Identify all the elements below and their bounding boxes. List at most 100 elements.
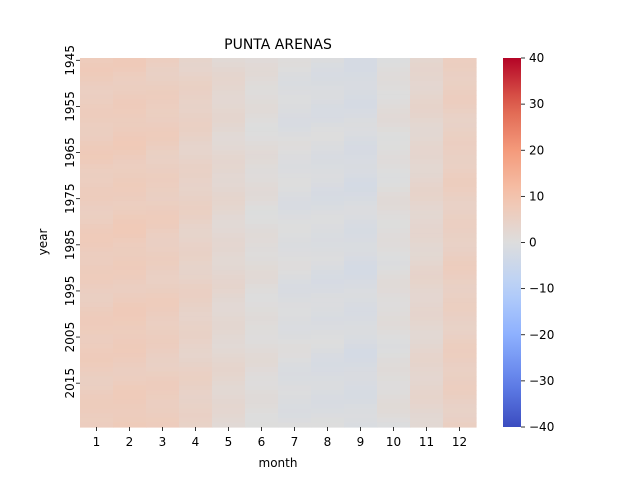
heatmap-cell	[179, 413, 213, 419]
heatmap-cell	[278, 334, 312, 340]
heatmap-cell	[212, 320, 246, 327]
heatmap-cell	[80, 237, 114, 244]
y-tick-label: 1955	[63, 91, 77, 122]
heatmap-cell	[179, 210, 213, 216]
heatmap-cell	[344, 339, 378, 345]
heatmap-cell	[377, 219, 411, 225]
heatmap-cell	[245, 117, 279, 124]
heatmap-cell	[179, 67, 213, 73]
heatmap-cell	[311, 307, 345, 313]
y-tick-label: 1985	[63, 230, 77, 261]
heatmap-cell	[245, 320, 279, 327]
heatmap-cell	[113, 81, 147, 87]
heatmap-cell	[410, 145, 444, 151]
heatmap-cell	[377, 320, 411, 327]
heatmap-cell	[410, 288, 444, 294]
heatmap-cell	[344, 270, 378, 276]
heatmap-cell	[146, 58, 180, 64]
heatmap-cell	[179, 173, 213, 179]
heatmap-cell	[113, 348, 147, 354]
heatmap-cell	[410, 353, 444, 359]
heatmap-cell	[179, 279, 213, 285]
heatmap-cell	[443, 94, 477, 101]
heatmap-cell	[410, 233, 444, 239]
heatmap-cell	[146, 168, 180, 174]
heatmap-cell	[410, 316, 444, 322]
heatmap-cell	[146, 242, 180, 248]
heatmap-cell	[443, 279, 477, 285]
heatmap-cell	[179, 187, 213, 193]
heatmap-cell	[212, 247, 246, 253]
heatmap-cell	[443, 117, 477, 124]
heatmap-cell	[377, 417, 411, 423]
heatmap-cell	[410, 311, 444, 317]
heatmap-cell	[443, 62, 477, 68]
heatmap-cell	[344, 81, 378, 87]
heatmap-cell	[80, 141, 114, 147]
heatmap-cell	[146, 325, 180, 331]
heatmap-cell	[377, 94, 411, 101]
heatmap-cell	[377, 177, 411, 184]
heatmap-cell	[146, 141, 180, 147]
heatmap-cell	[443, 265, 477, 271]
heatmap-cell	[410, 154, 444, 161]
heatmap-cell	[278, 71, 312, 78]
heatmap-cell	[179, 122, 213, 128]
heatmap-cell	[377, 357, 411, 364]
heatmap-cell	[146, 293, 180, 299]
heatmap-cell	[443, 233, 477, 239]
heatmap-cell	[311, 270, 345, 276]
y-tick-label: 2015	[63, 368, 77, 399]
heatmap-cell	[80, 113, 114, 119]
heatmap-cell	[410, 422, 444, 428]
heatmap-cell	[410, 62, 444, 68]
x-tick-label: 8	[324, 435, 332, 449]
heatmap-cell	[179, 371, 213, 377]
heatmap-cell	[377, 113, 411, 119]
heatmap-cell	[311, 385, 345, 391]
heatmap-cell	[245, 339, 279, 345]
heatmap-cell	[410, 141, 444, 147]
heatmap-cell	[311, 376, 345, 382]
heatmap-cell	[245, 284, 279, 290]
heatmap-cell	[311, 108, 345, 114]
heatmap-cell	[311, 99, 345, 105]
heatmap-cell	[80, 311, 114, 317]
heatmap-cell	[311, 136, 345, 142]
heatmap-cell	[344, 311, 378, 317]
heatmap-cell	[245, 422, 279, 428]
heatmap-cell	[179, 136, 213, 142]
heatmap-cell	[212, 362, 246, 368]
heatmap-cell	[80, 228, 114, 234]
heatmap-cell	[113, 274, 147, 280]
heatmap-cell	[179, 334, 213, 340]
heatmap-cell	[212, 58, 246, 64]
heatmap-cell	[410, 320, 444, 327]
heatmap-cell	[212, 200, 246, 207]
heatmap-cell	[344, 90, 378, 96]
heatmap-cell	[377, 200, 411, 207]
heatmap-cell	[245, 113, 279, 119]
heatmap-cell	[146, 348, 180, 354]
heatmap-cell	[245, 62, 279, 68]
heatmap-cell	[377, 413, 411, 419]
heatmap-cell	[278, 58, 312, 64]
heatmap-cell	[113, 307, 147, 313]
heatmap-cell	[212, 228, 246, 234]
heatmap-cell	[212, 196, 246, 202]
heatmap-cell	[80, 256, 114, 262]
heatmap-cell	[278, 320, 312, 327]
heatmap-cell	[245, 214, 279, 221]
heatmap-cell	[179, 182, 213, 188]
heatmap-cell	[212, 330, 246, 336]
heatmap-cell	[443, 316, 477, 322]
heatmap-cell	[443, 145, 477, 151]
heatmap-cell	[245, 127, 279, 133]
heatmap-cell	[113, 159, 147, 165]
heatmap-cell	[179, 417, 213, 423]
heatmap-cell	[311, 293, 345, 299]
heatmap-cell	[443, 154, 477, 161]
heatmap-cell	[245, 376, 279, 382]
heatmap-cell	[443, 320, 477, 327]
heatmap-cell	[278, 247, 312, 253]
